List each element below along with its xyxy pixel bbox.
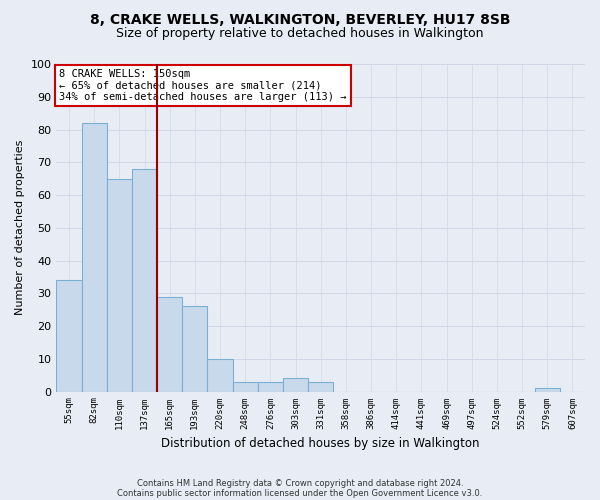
Bar	[233, 382, 258, 392]
X-axis label: Distribution of detached houses by size in Walkington: Distribution of detached houses by size …	[161, 437, 480, 450]
Bar	[283, 378, 308, 392]
Bar	[535, 388, 560, 392]
Text: Size of property relative to detached houses in Walkington: Size of property relative to detached ho…	[116, 28, 484, 40]
Bar	[258, 382, 283, 392]
Text: Contains public sector information licensed under the Open Government Licence v3: Contains public sector information licen…	[118, 488, 482, 498]
Bar	[182, 306, 208, 392]
Bar	[82, 123, 107, 392]
Bar	[107, 178, 132, 392]
Text: 8 CRAKE WELLS: 150sqm
← 65% of detached houses are smaller (214)
34% of semi-det: 8 CRAKE WELLS: 150sqm ← 65% of detached …	[59, 69, 347, 102]
Bar	[308, 382, 333, 392]
Bar	[56, 280, 82, 392]
Text: Contains HM Land Registry data © Crown copyright and database right 2024.: Contains HM Land Registry data © Crown c…	[137, 478, 463, 488]
Bar	[157, 296, 182, 392]
Bar	[132, 169, 157, 392]
Text: 8, CRAKE WELLS, WALKINGTON, BEVERLEY, HU17 8SB: 8, CRAKE WELLS, WALKINGTON, BEVERLEY, HU…	[90, 12, 510, 26]
Bar	[208, 359, 233, 392]
Y-axis label: Number of detached properties: Number of detached properties	[15, 140, 25, 316]
